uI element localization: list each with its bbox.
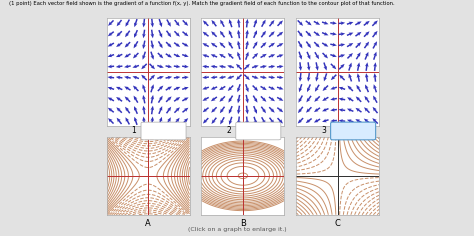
- Text: A: A: [145, 219, 151, 228]
- Text: Choose  ▾: Choose ▾: [243, 128, 273, 134]
- Text: 2: 2: [226, 126, 231, 135]
- Text: (1 point) Each vector field shown is the gradient of a function f(x, y). Match t: (1 point) Each vector field shown is the…: [9, 1, 395, 6]
- Text: (Click on a graph to enlarge it.): (Click on a graph to enlarge it.): [188, 228, 286, 232]
- Text: Choose  ▾: Choose ▾: [338, 128, 368, 134]
- Text: 3: 3: [321, 126, 326, 135]
- Text: Choose  ▾: Choose ▾: [148, 128, 179, 134]
- Text: B: B: [240, 219, 246, 228]
- Text: C: C: [335, 219, 341, 228]
- Text: 1: 1: [131, 126, 136, 135]
